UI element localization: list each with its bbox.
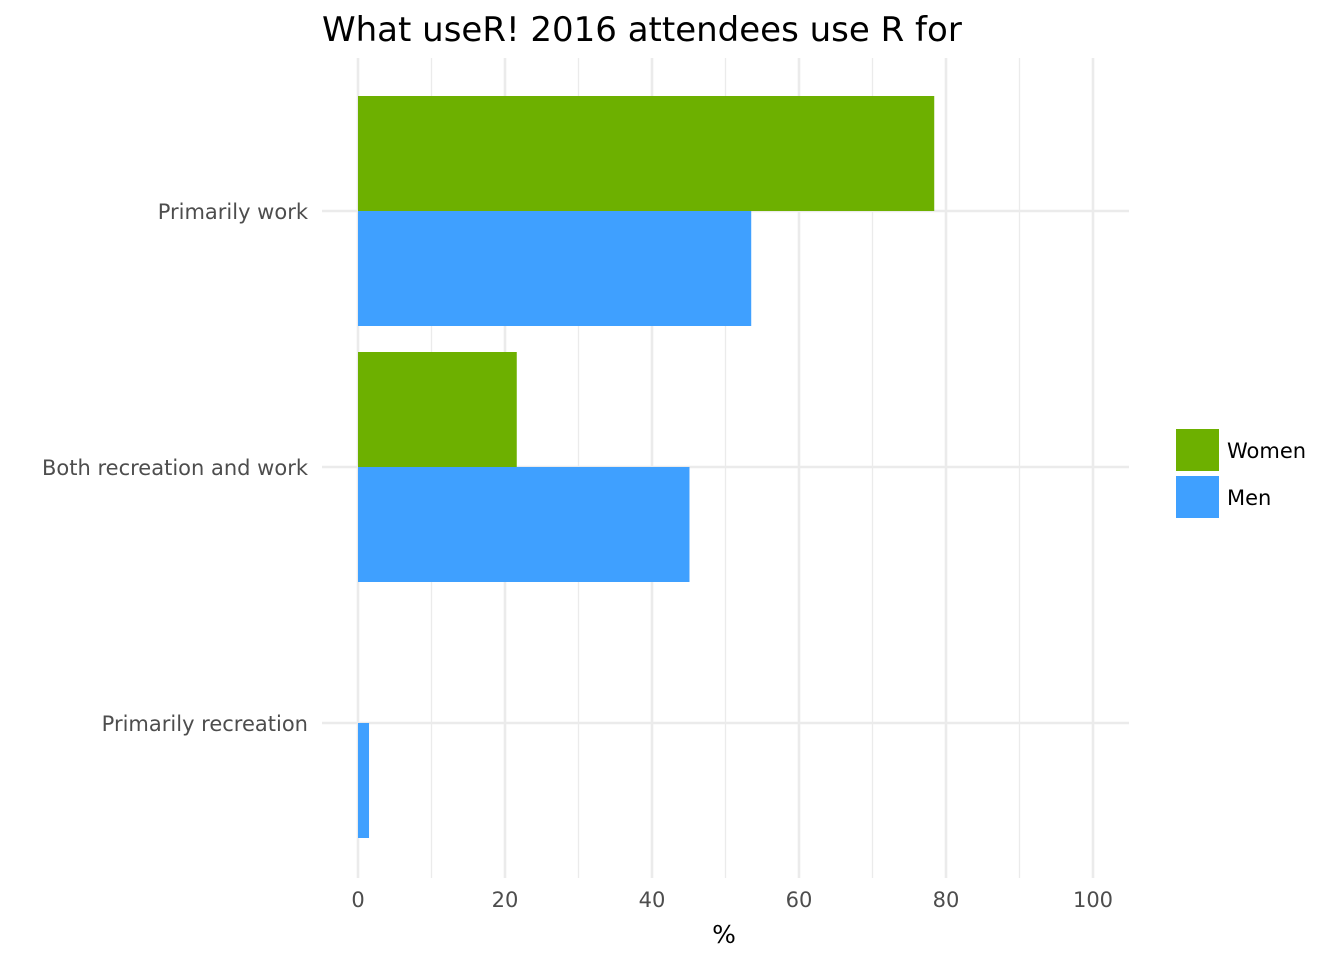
- bars: [358, 96, 935, 838]
- x-tick-label: 100: [1073, 888, 1113, 912]
- bar-men-3: [358, 723, 370, 838]
- category-label: Both recreation and work: [42, 456, 309, 480]
- legend-label-men: Men: [1227, 486, 1271, 510]
- category-label: Primarily recreation: [102, 712, 308, 736]
- bar-men-1: [358, 211, 752, 326]
- category-label: Primarily work: [158, 200, 309, 224]
- legend-label-women: Women: [1227, 439, 1306, 463]
- legend-swatch-women: [1176, 429, 1219, 471]
- bar-women-2: [358, 352, 517, 467]
- chart-title: What useR! 2016 attendees use R for: [322, 10, 962, 50]
- x-tick-label: 40: [639, 888, 666, 912]
- bar-men-2: [358, 467, 690, 582]
- x-tick-label: 20: [492, 888, 519, 912]
- x-axis-label: %: [712, 920, 736, 949]
- x-tick-label: 60: [786, 888, 813, 912]
- legend-swatch-men: [1176, 476, 1219, 518]
- legend: Women Men: [1176, 429, 1306, 518]
- x-tick-labels: 0 20 40 60 80 100: [351, 888, 1113, 912]
- bar-women-1: [358, 96, 935, 211]
- x-tick-label: 80: [933, 888, 960, 912]
- category-labels: Primarily work Both recreation and work Pr…: [42, 200, 309, 736]
- x-tick-label: 0: [351, 888, 364, 912]
